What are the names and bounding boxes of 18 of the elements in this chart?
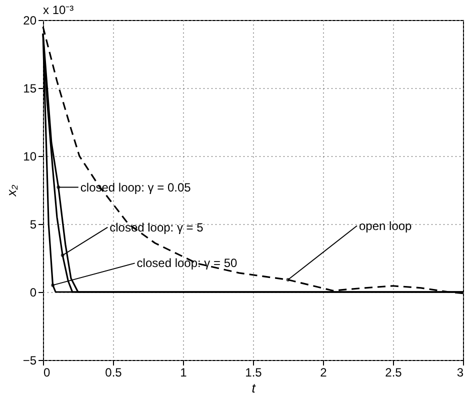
x-tick-label: 3 bbox=[456, 366, 464, 380]
x-tick-label: 0 bbox=[44, 366, 50, 380]
x-tick-label: 1 bbox=[180, 366, 188, 380]
x-tick-label: 0.5 bbox=[105, 366, 122, 380]
y-tick-label: 15 bbox=[23, 82, 37, 96]
y-tick-label: 0 bbox=[30, 286, 37, 300]
x-tick-label: 2.5 bbox=[385, 366, 402, 380]
x-tick-label: 1.5 bbox=[245, 366, 262, 380]
annotation: open loop bbox=[359, 218, 412, 233]
y-tick-label: 5 bbox=[30, 218, 37, 232]
x-tick-label: 2 bbox=[320, 366, 328, 380]
y-tick-label: 20 bbox=[23, 14, 37, 28]
annotation: closed loop: γ = 50 bbox=[136, 256, 238, 270]
y-tick-label: 10 bbox=[23, 150, 37, 164]
y-tick-label: −5 bbox=[22, 354, 37, 368]
y-axis-title: x₂ bbox=[4, 184, 19, 198]
text: x 10⁻³ bbox=[43, 3, 74, 17]
x-axis-title: t bbox=[252, 380, 257, 396]
